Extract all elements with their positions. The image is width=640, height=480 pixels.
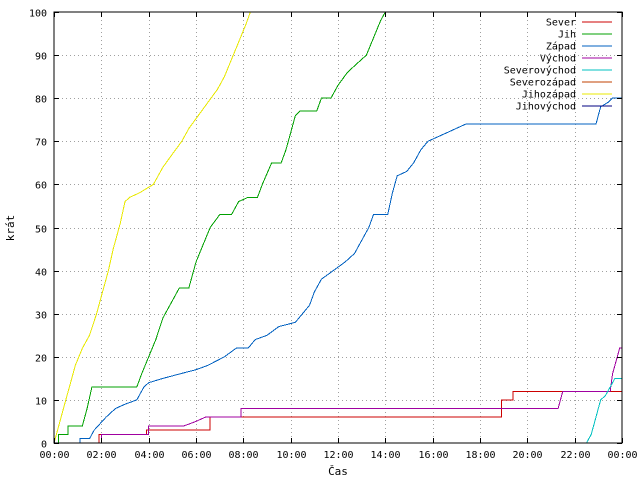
y-tick-label: 60 bbox=[35, 181, 47, 192]
x-tick-label: 18:00 bbox=[465, 450, 495, 461]
x-tick-label: 02:00 bbox=[86, 450, 116, 461]
grid bbox=[54, 12, 622, 443]
legend-label: Sever bbox=[546, 18, 576, 29]
y-tick-label: 70 bbox=[35, 138, 47, 149]
x-tick-label: 06:00 bbox=[181, 450, 211, 461]
y-tick-label: 100 bbox=[29, 9, 47, 20]
y-axis-title: krát bbox=[4, 215, 17, 242]
y-tick-label: 10 bbox=[35, 397, 47, 408]
y-tick-label: 0 bbox=[41, 440, 47, 451]
series-line-severovýchod bbox=[586, 377, 622, 444]
legend-label: Jih bbox=[558, 30, 576, 41]
series-line-západ bbox=[54, 97, 622, 444]
x-tick-label: 10:00 bbox=[276, 450, 306, 461]
legend-label: Jihozápad bbox=[522, 89, 576, 101]
series-line-východ bbox=[54, 347, 622, 444]
y-tick-label: 80 bbox=[35, 95, 47, 106]
legend-label: Severozápad bbox=[510, 77, 576, 89]
x-tick-label: 14:00 bbox=[370, 450, 400, 461]
x-tick-label: 00:00 bbox=[607, 450, 637, 461]
series-line-jih bbox=[54, 11, 386, 444]
x-tick-label: 12:00 bbox=[323, 450, 353, 461]
series-group bbox=[53, 11, 622, 444]
x-tick-label: 22:00 bbox=[560, 450, 590, 461]
legend-label: Severovýchod bbox=[504, 65, 576, 77]
x-tick-label: 20:00 bbox=[512, 450, 542, 461]
y-tick-label: 90 bbox=[35, 52, 47, 63]
tick-marks bbox=[54, 12, 623, 444]
y-tick-label: 20 bbox=[35, 354, 47, 365]
legend-label: Západ bbox=[546, 41, 576, 53]
legend-label: Východ bbox=[540, 53, 576, 65]
x-axis-title: Čas bbox=[328, 465, 348, 478]
series-line-jihozápad bbox=[53, 11, 251, 444]
legend-label: Jihovýchod bbox=[516, 101, 576, 113]
x-tick-label: 08:00 bbox=[228, 450, 258, 461]
y-tick-label: 30 bbox=[35, 311, 47, 322]
x-tick-label: 04:00 bbox=[134, 450, 164, 461]
x-tick-label: 16:00 bbox=[418, 450, 448, 461]
x-tick-labels: 00:00 02:00 04:00 06:00 08:00 10:00 12:00 14:00… bbox=[39, 450, 637, 461]
y-tick-label: 50 bbox=[35, 225, 47, 236]
y-tick-labels: 0 10 20 30 40 50 60 70 80 90 100 bbox=[29, 9, 47, 451]
y-tick-label: 40 bbox=[35, 268, 47, 279]
series-line-sever bbox=[54, 390, 622, 444]
legend: SeverJihZápadVýchodSeverovýchodSeverozáp… bbox=[504, 18, 612, 113]
x-tick-label: 00:00 bbox=[39, 450, 69, 461]
